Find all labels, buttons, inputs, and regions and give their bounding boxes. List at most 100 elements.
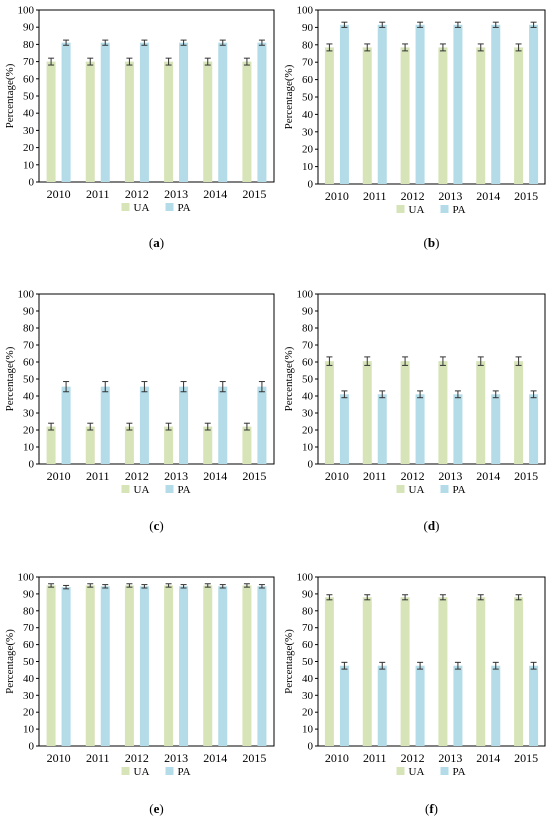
x-tick-label: 2010: [47, 187, 71, 201]
y-tick-label: 90: [23, 306, 35, 318]
bar-pa-2014: [218, 42, 228, 183]
bar-pa-2010: [61, 386, 71, 464]
x-tick-label: 2012: [125, 469, 149, 483]
bar-pa-2010: [61, 42, 71, 183]
legend-label-pa: PA: [178, 766, 191, 778]
y-tick-label: 70: [23, 340, 35, 352]
legend-label-pa: PA: [178, 484, 191, 496]
y-tick-label: 80: [302, 323, 314, 335]
x-tick-label: 2013: [164, 469, 188, 483]
y-tick-label: 20: [302, 425, 314, 437]
y-axis-label: Percentage(%): [4, 346, 16, 411]
y-tick-label: 100: [297, 5, 314, 17]
y-tick-label: 40: [23, 108, 35, 120]
y-tick-label: 100: [297, 572, 314, 584]
y-tick-label: 90: [302, 306, 314, 318]
y-tick-label: 50: [302, 374, 314, 386]
plot-area-border: [38, 576, 275, 747]
bar-ua-2010: [46, 585, 56, 746]
x-tick-label: 2015: [242, 469, 266, 483]
legend-label-ua: UA: [409, 484, 425, 496]
y-tick-label: 30: [302, 126, 314, 138]
bar-pa-2014: [218, 586, 228, 746]
y-tick-label: 20: [23, 707, 35, 719]
y-tick-label: 0: [29, 741, 35, 753]
y-tick-label: 50: [302, 656, 314, 668]
bar-ua-2011: [85, 61, 95, 182]
y-tick-label: 90: [23, 22, 35, 34]
chart-panel-d: 0 10 20 30 40 50 60 70 80 90 100 Percentage(%) 2010 2…: [283, 289, 546, 533]
bar-ua-2014: [203, 585, 213, 746]
y-axis-label: Percentage(%): [283, 64, 295, 129]
chart-panel-f: 0 10 20 30 40 50 60 70 80 90 100 Percentage(%) 2010 2…: [283, 572, 546, 816]
bar-pa-2014: [491, 665, 501, 746]
y-tick-label: 60: [302, 357, 314, 369]
bar-pa-2012: [139, 586, 149, 746]
bar-ua-2010: [46, 426, 56, 464]
x-tick-label: 2010: [325, 751, 349, 765]
legend-label-pa: PA: [453, 766, 466, 778]
bar-ua-2015: [514, 361, 524, 464]
x-tick-label: 2010: [325, 469, 349, 483]
plot-area-border: [317, 293, 546, 465]
y-tick-label: 60: [23, 73, 35, 85]
y-tick-label: 90: [302, 588, 314, 600]
plot-area-border: [317, 9, 546, 185]
legend-label-ua: UA: [134, 202, 150, 214]
legend-swatch-pa: [165, 485, 174, 493]
panel-label: (c): [149, 518, 163, 533]
y-tick-label: 20: [23, 425, 35, 437]
y-tick-label: 10: [302, 161, 314, 173]
bar-pa-2015: [529, 665, 539, 746]
legend-label-ua: UA: [409, 204, 425, 216]
bar-pa-2013: [453, 665, 463, 746]
y-tick-label: 0: [308, 179, 314, 191]
x-tick-label: 2010: [325, 189, 349, 203]
bar-ua-2013: [164, 585, 174, 746]
x-tick-label: 2011: [363, 189, 387, 203]
legend-label-pa: PA: [178, 202, 191, 214]
bar-ua-2015: [514, 597, 524, 746]
plot-area-border: [38, 293, 275, 465]
legend-label-ua: UA: [134, 484, 150, 496]
y-tick-label: 50: [23, 656, 35, 668]
panel-label: (b): [424, 235, 440, 250]
bar-ua-2013: [438, 361, 448, 464]
bar-ua-2015: [514, 47, 524, 184]
bar-ua-2013: [438, 597, 448, 746]
y-tick-label: 30: [23, 690, 35, 702]
x-tick-label: 2010: [47, 751, 71, 765]
y-tick-label: 10: [302, 442, 314, 454]
bar-pa-2015: [529, 394, 539, 464]
bar-ua-2011: [362, 47, 372, 184]
bar-ua-2012: [400, 47, 410, 184]
bar-ua-2014: [476, 597, 486, 746]
chart-panel-c: 0 10 20 30 40 50 60 70 80 90 100 Percentage(%) 2010 2…: [4, 289, 275, 533]
bar-ua-2011: [362, 361, 372, 464]
bar-ua-2010: [324, 361, 334, 464]
x-tick-label: 2015: [242, 751, 266, 765]
bar-pa-2013: [453, 394, 463, 464]
y-tick-label: 20: [23, 142, 35, 154]
y-tick-label: 80: [23, 323, 35, 335]
x-tick-label: 2015: [242, 187, 266, 201]
bar-pa-2011: [100, 386, 110, 464]
legend-swatch-ua: [121, 485, 130, 493]
bar-pa-2010: [339, 665, 349, 746]
x-tick-label: 2012: [401, 751, 425, 765]
y-tick-label: 10: [23, 724, 35, 736]
legend-swatch-ua: [121, 767, 130, 775]
y-tick-label: 100: [297, 289, 314, 301]
legend-swatch-pa: [440, 767, 449, 775]
x-tick-label: 2013: [164, 187, 188, 201]
y-tick-label: 0: [308, 741, 314, 753]
y-tick-label: 70: [302, 622, 314, 634]
x-tick-label: 2014: [476, 469, 500, 483]
bar-pa-2015: [257, 386, 267, 464]
y-tick-label: 40: [302, 109, 314, 121]
y-tick-label: 90: [302, 22, 314, 34]
x-tick-label: 2011: [363, 469, 387, 483]
bar-pa-2014: [491, 394, 501, 464]
bar-ua-2014: [476, 47, 486, 184]
legend-swatch-ua: [396, 485, 405, 493]
